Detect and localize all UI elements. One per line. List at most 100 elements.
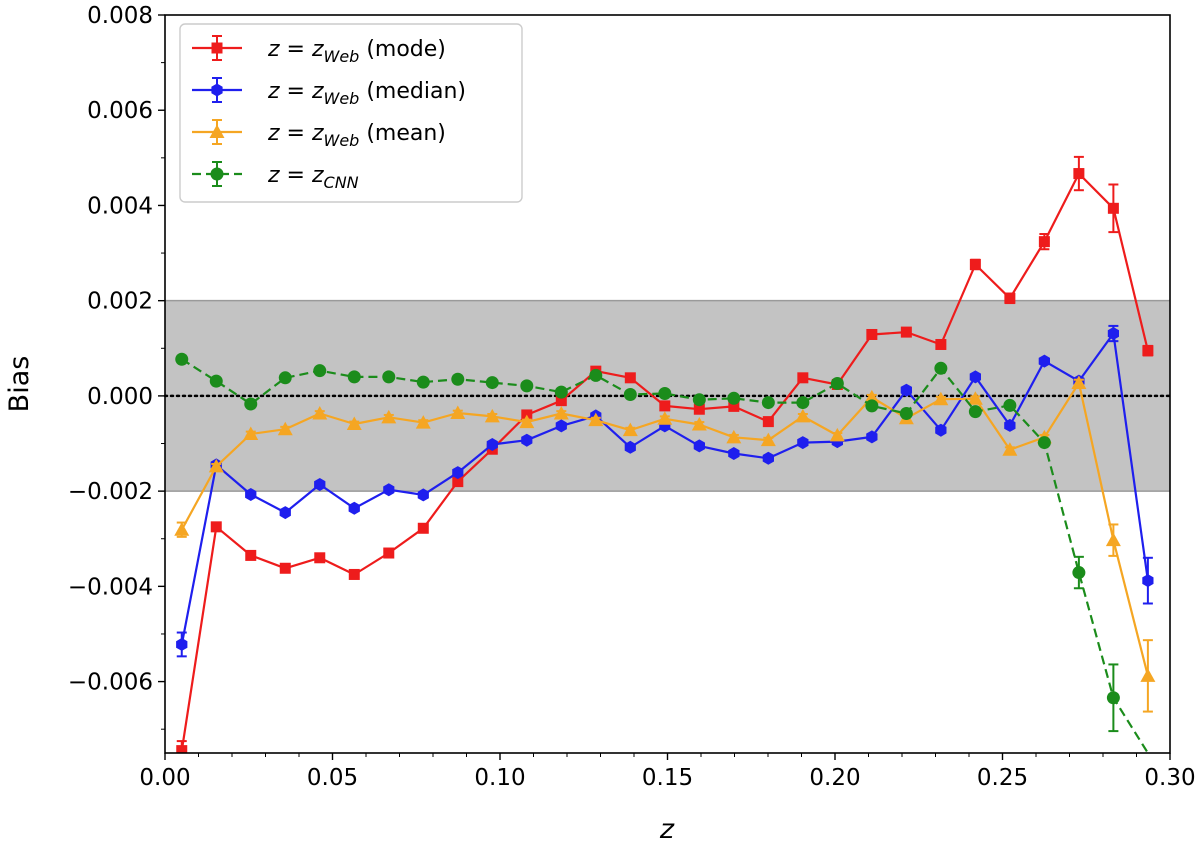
series-cnn (175, 352, 1149, 753)
data-point (417, 522, 429, 534)
data-point (555, 419, 567, 433)
data-point (795, 408, 811, 423)
data-point (967, 391, 983, 405)
data-point (797, 436, 809, 450)
data-point (1037, 436, 1051, 450)
legend-entry: z = zCNN (192, 161, 359, 192)
legend: z = zWeb (mode) z = zWeb (median) z = zWeb… (179, 23, 523, 203)
data-point (1072, 566, 1086, 580)
legend-marker (211, 42, 223, 54)
data-point (691, 416, 707, 431)
data-point (968, 405, 982, 419)
data-point (1003, 398, 1017, 412)
x-tick-label: 0.10 (474, 765, 525, 791)
data-point (865, 399, 879, 413)
data-point (452, 476, 464, 488)
y-tick-label: 0.006 (87, 98, 153, 124)
data-point (658, 387, 672, 401)
data-point (346, 416, 362, 430)
legend-entry: z = zWeb (mode) (192, 35, 446, 66)
data-point (1142, 574, 1154, 588)
legend-marker (209, 124, 225, 138)
data-point (452, 466, 464, 480)
data-point (693, 403, 705, 415)
data-point (1038, 236, 1050, 248)
data-point (624, 440, 636, 454)
data-point (485, 376, 499, 390)
data-point (899, 407, 913, 421)
data-point (277, 421, 293, 436)
data-point (762, 451, 774, 465)
data-point (555, 395, 567, 407)
data-point (279, 562, 291, 574)
data-point (243, 426, 259, 440)
data-point (1071, 375, 1087, 390)
data-point (1105, 532, 1121, 547)
data-point (519, 414, 535, 429)
data-point (313, 364, 327, 378)
data-point (520, 379, 534, 393)
data-point (1038, 354, 1050, 368)
data-point (864, 389, 880, 404)
legend-marker (211, 83, 223, 97)
data-point (175, 352, 189, 366)
data-point (416, 375, 430, 389)
legend-label: z = zCNN (267, 163, 359, 192)
data-point (312, 406, 328, 420)
legend-frame (179, 23, 523, 203)
data-point (657, 411, 673, 425)
y-tick-label: −0.004 (68, 574, 153, 600)
data-point (174, 522, 190, 536)
y-tick-label: −0.006 (68, 670, 153, 696)
data-point (314, 478, 326, 491)
data-point (726, 429, 742, 444)
data-point (450, 405, 466, 420)
data-point (554, 385, 568, 399)
data-point (348, 501, 360, 515)
data-point (1107, 327, 1119, 340)
y-tick-label: 0.008 (87, 3, 153, 29)
data-point (935, 423, 947, 437)
data-point (278, 371, 292, 385)
x-tick-label: 0.15 (642, 765, 693, 791)
x-tick-label: 0.05 (307, 765, 358, 791)
data-point (210, 521, 222, 533)
series-web-median (176, 324, 1154, 658)
data-point (934, 361, 948, 375)
data-point (486, 438, 498, 451)
data-point (1004, 292, 1016, 304)
data-point (521, 433, 533, 447)
data-point (589, 368, 603, 382)
data-point (866, 328, 878, 340)
data-point (1140, 668, 1156, 682)
x-tick-label: 0.30 (1144, 765, 1195, 791)
data-point (1002, 442, 1018, 456)
data-point (830, 377, 844, 391)
data-point (866, 430, 878, 444)
data-point (900, 383, 912, 397)
data-point (935, 338, 947, 350)
data-point (314, 552, 326, 564)
data-point (208, 458, 224, 473)
data-point (451, 372, 465, 386)
data-point (176, 745, 188, 753)
data-point (1004, 418, 1016, 432)
series-line (181, 358, 1149, 753)
data-point (383, 483, 395, 497)
x-axis-label: z (659, 814, 675, 845)
data-point (381, 409, 397, 424)
data-point (900, 326, 912, 338)
data-point (969, 370, 981, 384)
data-point (622, 422, 638, 437)
data-point (933, 391, 949, 406)
data-point (624, 372, 636, 384)
data-point (1073, 168, 1085, 180)
data-point (1106, 691, 1120, 705)
legend-label: z = zWeb (mean) (267, 121, 446, 150)
data-point (279, 506, 291, 520)
data-point (383, 547, 395, 559)
data-point (727, 391, 741, 405)
data-point (623, 387, 637, 401)
legend-label: z = zWeb (mode) (267, 37, 446, 66)
